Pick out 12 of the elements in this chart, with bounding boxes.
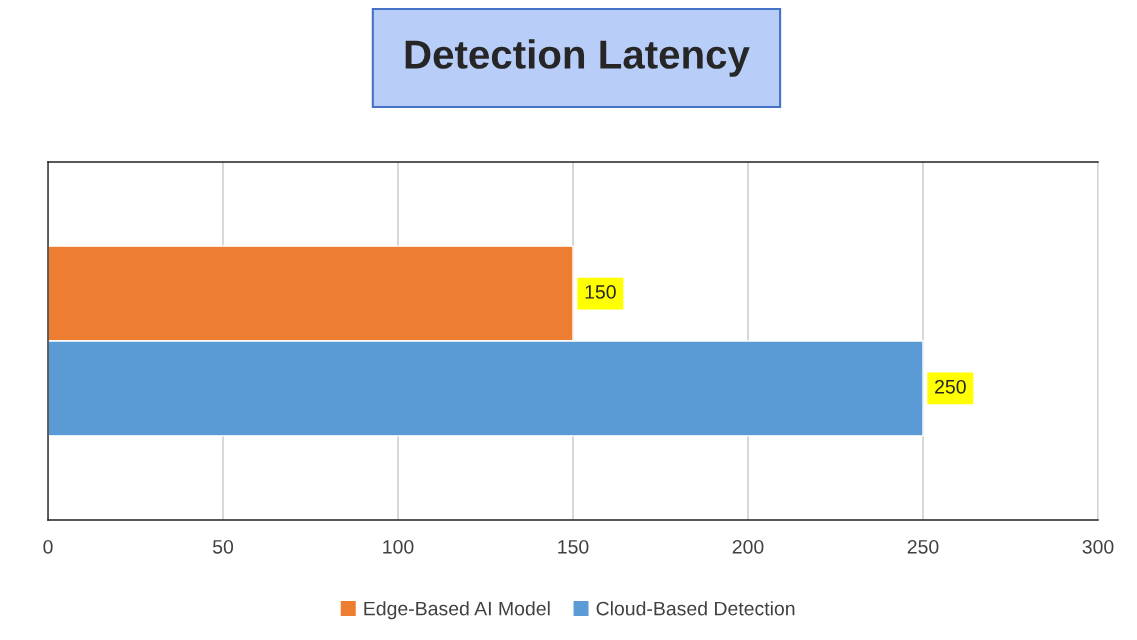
x-tick-label: 150 <box>558 539 589 554</box>
x-tick-label: 200 <box>732 539 764 554</box>
legend-label: Cloud-Based Detection <box>596 601 795 616</box>
x-tick-label: 50 <box>212 539 234 554</box>
x-tick-label: 300 <box>1082 539 1114 554</box>
x-tick-label: 100 <box>383 539 414 554</box>
chart-title: Detection Latency <box>405 39 750 77</box>
x-tick-label: 0 <box>43 539 53 554</box>
x-tick-label: 250 <box>907 539 939 554</box>
legend-label: Edge-Based AI Model <box>364 601 550 620</box>
data-label: 150 <box>585 285 616 299</box>
data-label: 250 <box>935 379 966 394</box>
